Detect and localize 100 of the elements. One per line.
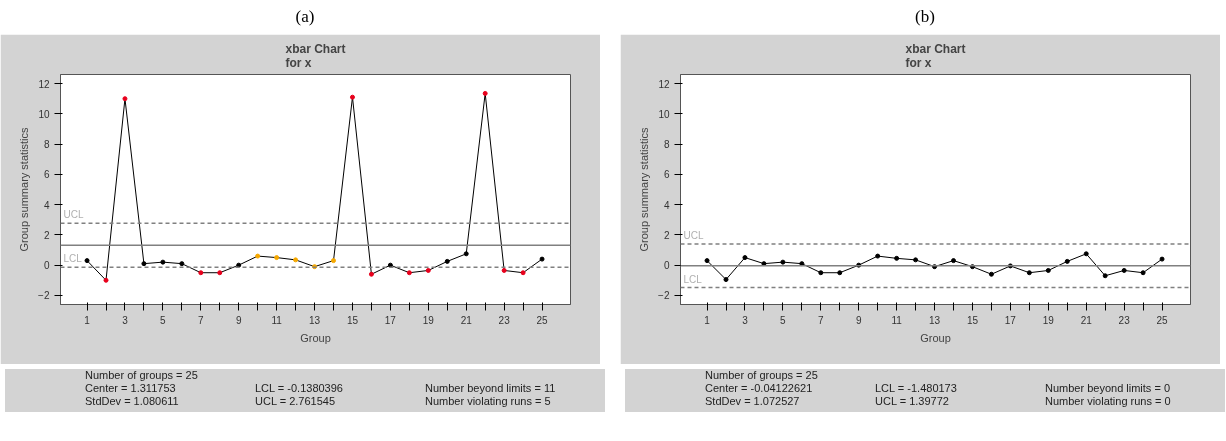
point: [179, 261, 185, 267]
point: [463, 251, 469, 257]
text: Center = -0.04122621: [705, 382, 814, 395]
text: Number violating runs = 0: [1045, 395, 1172, 408]
x-tick-label: 23: [1118, 314, 1131, 326]
x-tick-label: 5: [160, 314, 167, 326]
point: [1140, 270, 1146, 276]
x-tick-label: 3: [742, 314, 749, 326]
x-tick-label: 1: [704, 314, 711, 326]
y-tick-label: 0: [663, 260, 670, 272]
y-tick-label: 6: [663, 169, 670, 181]
x-tick-label: 11: [891, 314, 903, 326]
y-tick-label: 4: [663, 199, 670, 211]
x-tick-label: 25: [536, 314, 549, 326]
point: [103, 277, 109, 283]
y-tick-label: 6: [43, 169, 50, 181]
x-tick-label: 1: [84, 314, 91, 326]
y-axis-title: Group summary statistics: [638, 126, 651, 252]
x-axis-title: Group: [920, 331, 951, 344]
text: Center = 1.311753: [85, 382, 177, 395]
point: [539, 256, 545, 262]
point: [520, 270, 526, 276]
x-tick-label: 19: [1042, 314, 1055, 326]
point: [349, 94, 355, 100]
point: [1083, 251, 1089, 257]
point: [951, 258, 957, 264]
y-tick-label: 10: [38, 108, 50, 120]
x-axis-title: Group: [300, 331, 331, 344]
point: [387, 262, 393, 268]
x-tick-label: 5: [780, 314, 787, 326]
chart-title: (b): [914, 6, 936, 28]
x-tick-label: 23: [498, 314, 511, 326]
point: [444, 258, 450, 264]
point: [501, 267, 507, 273]
point: [988, 271, 994, 277]
y-tick-label: −2: [658, 290, 670, 302]
point: [723, 277, 729, 283]
ref-line-label: UCL: [683, 230, 704, 242]
y-tick-label: 8: [43, 139, 50, 151]
point: [198, 270, 204, 276]
x-tick-label: 21: [460, 314, 473, 326]
chart-title: (a): [294, 6, 316, 28]
x-tick-label: 25: [1156, 314, 1169, 326]
y-tick-label: 2: [43, 229, 50, 241]
x-tick-label: 7: [198, 314, 205, 326]
x-tick-label: 11: [271, 314, 283, 326]
y-tick-label: 12: [38, 78, 50, 90]
point: [274, 255, 280, 261]
point: [742, 255, 748, 261]
text: LCL = -1.480173: [875, 382, 958, 395]
ref-line-label: UCL: [63, 209, 84, 221]
x-tick-label: 13: [928, 314, 941, 326]
chart-subtitle: xbar Chart for x: [905, 41, 966, 70]
y-tick-label: 8: [663, 139, 670, 151]
point: [799, 261, 805, 267]
x-tick-label: 17: [1004, 314, 1017, 326]
x-tick-label: 15: [346, 314, 359, 326]
point: [255, 253, 261, 259]
x-tick-label: 17: [384, 314, 397, 326]
point: [1026, 270, 1032, 276]
point: [818, 270, 824, 276]
point: [875, 253, 881, 259]
text: UCL = 2.761545: [255, 395, 336, 408]
ref-line-label: LCL: [683, 273, 703, 285]
text: StdDev = 1.080611: [85, 395, 180, 408]
ref-line-label: LCL: [63, 253, 83, 265]
point: [331, 258, 337, 264]
point: [160, 259, 166, 265]
text: Number beyond limits = 0: [1045, 382, 1172, 395]
text: LCL = -0.1380396: [255, 382, 344, 395]
point: [141, 261, 147, 267]
point: [704, 258, 710, 264]
point: [1159, 256, 1165, 262]
text: Number of groups = 25: [705, 369, 819, 382]
text: Number of groups = 25: [85, 369, 199, 382]
text: StdDev = 1.072527: [705, 395, 801, 408]
x-tick-label: 21: [1080, 314, 1093, 326]
point: [837, 270, 843, 276]
y-tick-label: −2: [38, 290, 50, 302]
y-axis-title: Group summary statistics: [18, 126, 31, 252]
text: Number beyond limits = 11: [425, 382, 557, 395]
point: [217, 270, 223, 276]
point: [84, 258, 90, 264]
x-tick-label: 15: [966, 314, 979, 326]
x-tick-label: 19: [422, 314, 435, 326]
point: [482, 90, 488, 96]
point: [1121, 267, 1127, 273]
point: [780, 259, 786, 265]
point: [894, 255, 900, 261]
point: [425, 267, 431, 273]
y-tick-label: 4: [43, 199, 50, 211]
text: UCL = 1.39772: [875, 395, 950, 408]
point: [1045, 267, 1051, 273]
point: [1102, 273, 1108, 279]
x-tick-label: 13: [308, 314, 321, 326]
point: [368, 271, 374, 277]
y-tick-label: 12: [658, 78, 670, 90]
point: [122, 96, 128, 102]
point: [293, 257, 299, 263]
y-tick-label: 2: [663, 229, 670, 241]
